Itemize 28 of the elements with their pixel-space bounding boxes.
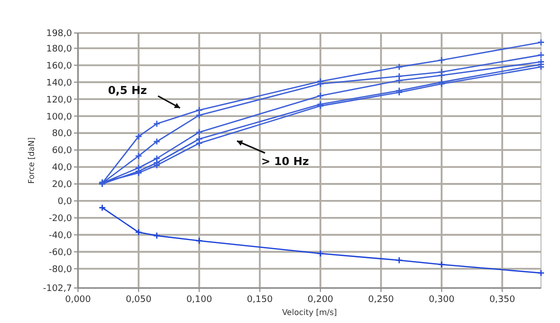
- y-tick-label: 0,0: [58, 197, 72, 208]
- y-tick-label: 60,0: [52, 146, 72, 156]
- x-tick-label: 0,200: [308, 295, 334, 305]
- x-axis-title: Velocity [m/s]: [282, 308, 337, 317]
- y-tick-label: 198,0: [46, 29, 72, 40]
- x-tick-label: 0,050: [126, 295, 152, 305]
- x-tick-label: 0,150: [246, 295, 273, 305]
- x-tick-label: 0,000: [65, 295, 92, 305]
- x-tick-label: 0,100: [186, 295, 212, 305]
- y-tick-label: -80,0: [48, 264, 72, 275]
- x-tick-label: 0,300: [428, 295, 455, 305]
- y-tick-label: 120,0: [46, 95, 72, 106]
- y-tick-label: -60,0: [48, 248, 72, 258]
- y-tick-label: 100,0: [46, 112, 72, 122]
- y-axis-title: Force [daN]: [27, 137, 36, 184]
- x-tick-label: 0,250: [368, 295, 394, 305]
- y-tick-label: -20,0: [48, 214, 72, 224]
- annotation: > 10 Hz: [261, 154, 309, 168]
- y-tick-label: -102,7: [42, 284, 72, 294]
- y-tick-label: -40,0: [48, 230, 72, 241]
- y-tick-label: 20,0: [52, 180, 72, 190]
- y-tick-label: 180,0: [46, 44, 72, 54]
- x-tick-label: 0,350: [489, 295, 516, 305]
- y-tick-label: 160,0: [46, 61, 72, 72]
- y-tick-label: 140,0: [46, 78, 72, 88]
- annotation: 0,5 Hz: [108, 84, 147, 97]
- y-tick-label: 80,0: [52, 129, 72, 140]
- y-tick-label: 40,0: [52, 163, 72, 174]
